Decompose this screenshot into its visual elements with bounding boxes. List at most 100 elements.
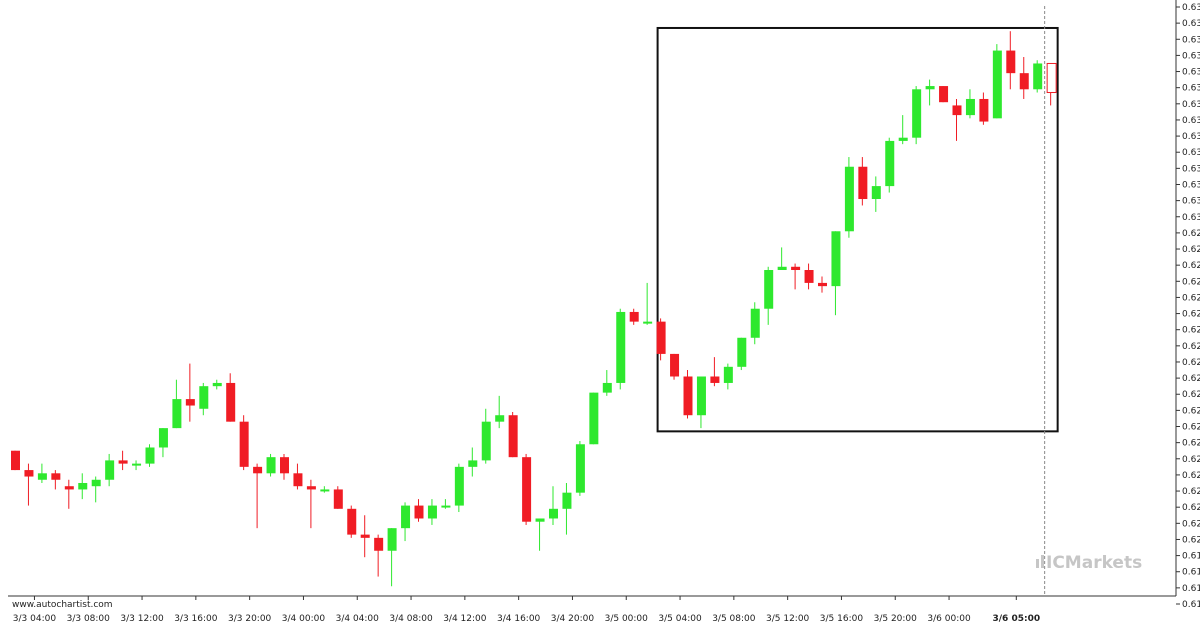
candle-body [750, 308, 760, 338]
x-tick-label: 3/5 04:00 [658, 614, 702, 624]
candle-body [105, 460, 115, 480]
candle [589, 392, 599, 445]
watermark-bar-2 [1041, 555, 1044, 568]
candle-body [320, 489, 330, 492]
y-tick-label: 0.6235 [1182, 423, 1200, 433]
y-tick-label: 0.6210 [1182, 503, 1200, 513]
candle-body [804, 270, 814, 283]
candle-body [212, 382, 222, 387]
y-tick-label: 0.6360 [1182, 19, 1200, 29]
candle [481, 408, 491, 464]
candle [374, 534, 384, 577]
candle-body [683, 376, 693, 416]
candle [387, 528, 397, 587]
candle-body [508, 415, 518, 458]
candle [454, 463, 464, 513]
candle-body [360, 534, 370, 538]
candle [24, 463, 34, 506]
x-tick-label: 3/4 04:00 [336, 614, 380, 624]
candle [320, 486, 330, 493]
y-tick-label: 0.6350 [1182, 51, 1200, 61]
x-tick-label: 3/6 00:00 [927, 614, 971, 624]
candle [172, 379, 182, 429]
y-tick-label: 0.6310 [1182, 180, 1200, 190]
x-tick-label: 3/3 08:00 [67, 614, 111, 624]
candle-body [226, 382, 236, 422]
candle [293, 463, 303, 490]
candle-body [239, 421, 249, 467]
candle-body [992, 50, 1002, 119]
candle [939, 86, 949, 103]
y-tick-label: 0.6300 [1182, 213, 1200, 223]
candle-body [454, 466, 464, 506]
candle [912, 86, 922, 145]
candle-body [51, 473, 61, 480]
y-tick-label: 0.6200 [1182, 535, 1200, 545]
candle [64, 479, 74, 509]
y-tick-label: 0.6280 [1182, 277, 1200, 287]
candle-body [952, 105, 962, 116]
candle-body [24, 470, 34, 477]
candle [952, 98, 962, 141]
candle [898, 115, 908, 145]
axes-group: 0.6365 0.6360 0.6355 0.6350 0.6345 0.6340 0.63… [8, 0, 1200, 624]
candle-body [427, 505, 437, 519]
candle [185, 363, 195, 422]
candle-body [723, 366, 733, 383]
candle [226, 373, 236, 422]
candle-body [374, 537, 384, 551]
candle [764, 266, 774, 325]
candle [1019, 57, 1029, 99]
candle-body [11, 450, 20, 471]
candle [145, 444, 155, 467]
candle-body [132, 463, 142, 466]
candle [508, 411, 518, 458]
candle-body [414, 505, 424, 519]
candle-body [253, 466, 263, 474]
candle [401, 502, 411, 542]
candle [347, 505, 357, 538]
candle-body [562, 492, 572, 509]
candle [1033, 60, 1043, 93]
candle-body [549, 508, 558, 519]
candle [105, 453, 115, 487]
candle-body [885, 140, 895, 187]
x-tick-label: 3/3 04:00 [13, 614, 57, 624]
candle [37, 463, 47, 483]
candle-body [401, 505, 411, 529]
x-tick-label: 3/4 08:00 [389, 614, 433, 624]
candles-group [11, 31, 1057, 587]
candle-body [777, 266, 787, 271]
candle [78, 473, 88, 500]
candle [670, 353, 680, 380]
candle-body [441, 505, 451, 508]
y-tick-label: 0.6260 [1182, 342, 1200, 352]
candle-body [145, 447, 155, 464]
y-tick-label: 0.6285 [1182, 261, 1200, 271]
x-tick-label: 3/6 05:00 [993, 614, 1041, 624]
y-tick-label: 0.6330 [1182, 116, 1200, 126]
candle-body [522, 457, 532, 522]
candle [427, 499, 437, 525]
candle [737, 337, 747, 371]
candle [549, 486, 558, 525]
candle [1006, 31, 1016, 90]
y-tick-label: 0.6295 [1182, 229, 1200, 239]
candle [804, 263, 814, 290]
candle [777, 247, 787, 271]
candle-body [737, 337, 747, 367]
candle-body [912, 89, 922, 138]
x-tick-label: 3/4 00:00 [282, 614, 326, 624]
candle-body [468, 460, 478, 467]
candle [723, 363, 733, 390]
candle [253, 463, 263, 529]
x-tick-label: 3/4 12:00 [443, 614, 487, 624]
candle-body [616, 311, 626, 383]
candle [831, 231, 841, 316]
candle [683, 370, 693, 419]
candle [495, 395, 505, 429]
x-tick-label: 3/4 20:00 [551, 614, 595, 624]
candle [360, 515, 370, 558]
candle-body [979, 98, 989, 122]
candle [643, 282, 653, 325]
